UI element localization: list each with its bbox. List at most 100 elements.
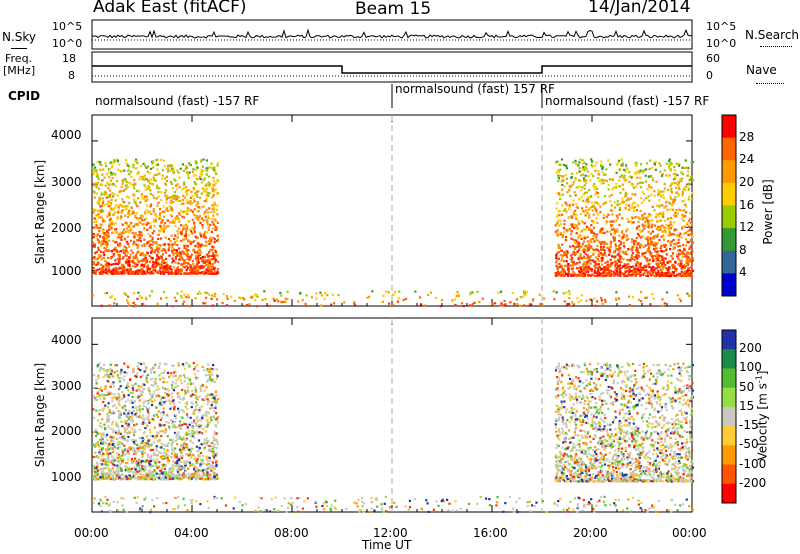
power-data-point: [108, 184, 111, 187]
power-data-point: [653, 268, 656, 271]
power-data-point: [137, 291, 140, 294]
power-data-point: [254, 293, 257, 296]
power-data-point: [112, 268, 115, 271]
power-data-point: [660, 235, 663, 238]
power-data-point: [667, 225, 670, 228]
date-title: 14/Jan/2014: [588, 0, 691, 17]
power-data-point: [683, 263, 686, 266]
power-data-point: [681, 177, 684, 180]
power-data-point: [135, 271, 138, 274]
power-data-point: [111, 195, 115, 198]
power-data-point: [113, 159, 116, 162]
power-data-point: [559, 223, 563, 226]
power-data-point: [125, 254, 128, 257]
velocity-data-point: [158, 439, 161, 442]
power-data-point: [614, 229, 617, 232]
power-data-point: [172, 194, 175, 197]
power-data-point: [651, 205, 654, 208]
velocity-data-point: [172, 402, 176, 405]
power-data-point: [659, 225, 662, 228]
power-data-point: [166, 270, 169, 274]
power-data-point: [121, 182, 124, 185]
velocity-data-point: [157, 394, 160, 397]
power-data-point: [654, 254, 657, 257]
power-data-point: [688, 260, 691, 263]
power-data-point: [617, 249, 620, 252]
power-data-point: [176, 215, 179, 218]
power-data-point: [686, 255, 689, 258]
power-data-point: [145, 297, 148, 301]
power-data-point: [657, 256, 660, 259]
power-data-point: [576, 250, 579, 253]
power-data-point: [188, 163, 191, 166]
velocity-data-point: [130, 460, 134, 463]
power-data-point: [646, 260, 649, 263]
velocity-data-point: [198, 418, 201, 421]
power-data-point: [161, 271, 164, 274]
power-data-point: [110, 207, 113, 210]
power-data-point: [125, 184, 128, 187]
velocity-data-point: [112, 385, 116, 388]
power-data-point: [573, 272, 576, 275]
velocity-data-point: [143, 469, 146, 472]
power-data-point: [680, 271, 683, 274]
power-data-point: [601, 167, 604, 171]
power-data-point: [582, 240, 586, 243]
power-data-point: [601, 258, 604, 262]
power-data-point: [583, 237, 586, 240]
power-data-point: [130, 227, 133, 230]
power-data-point: [648, 213, 651, 216]
velocity-data-point: [133, 442, 136, 445]
power-data-point: [165, 167, 168, 170]
power-data-point: [160, 191, 163, 194]
velocity-data-point: [210, 450, 213, 453]
power-data-point: [669, 195, 672, 198]
power-data-point: [611, 228, 614, 231]
power-data-point: [136, 251, 139, 254]
power-data-point: [588, 266, 591, 269]
power-data-point: [120, 215, 123, 218]
power-data-point: [594, 256, 598, 259]
power-data-point: [600, 163, 603, 167]
power-data-point: [558, 224, 561, 227]
power-data-point: [683, 266, 687, 269]
power-data-point: [623, 177, 626, 180]
power-data-point: [560, 257, 564, 260]
power-data-point: [597, 173, 600, 176]
power-data-point: [559, 219, 562, 222]
power-data-point: [523, 291, 526, 295]
power-data-point: [146, 241, 150, 244]
power-data-point: [114, 199, 117, 202]
power-data-point: [186, 225, 189, 228]
power-data-point: [150, 203, 153, 206]
power-data-point: [620, 237, 623, 240]
power-data-point: [169, 271, 172, 274]
power-data-point: [566, 266, 570, 270]
power-data-point: [665, 200, 668, 203]
power-data-point: [192, 186, 195, 190]
power-data-point: [593, 206, 596, 209]
power-data-point: [598, 250, 601, 253]
velocity-data-point: [142, 465, 145, 468]
power-data-point: [605, 220, 608, 223]
power-data-point: [578, 261, 581, 264]
power-data-point: [504, 303, 507, 306]
power-data-point: [636, 249, 639, 252]
velocity-data-point: [166, 393, 169, 396]
power-data-point: [97, 217, 101, 220]
beam-title: Beam 15: [355, 0, 432, 19]
power-data-point: [116, 194, 119, 197]
power-data-point: [110, 250, 113, 253]
power-data-point: [600, 165, 603, 168]
power-data-point: [119, 231, 122, 234]
power-data-point: [201, 165, 204, 168]
power-data-point: [188, 256, 191, 259]
velocity-data-point: [188, 448, 191, 452]
power-data-point: [170, 199, 173, 202]
power-data-point: [641, 235, 644, 238]
power-data-point: [125, 270, 129, 273]
power-data-point: [481, 297, 484, 300]
power-data-point: [179, 167, 182, 170]
power-data-point: [571, 183, 574, 186]
power-data-point: [155, 241, 158, 244]
